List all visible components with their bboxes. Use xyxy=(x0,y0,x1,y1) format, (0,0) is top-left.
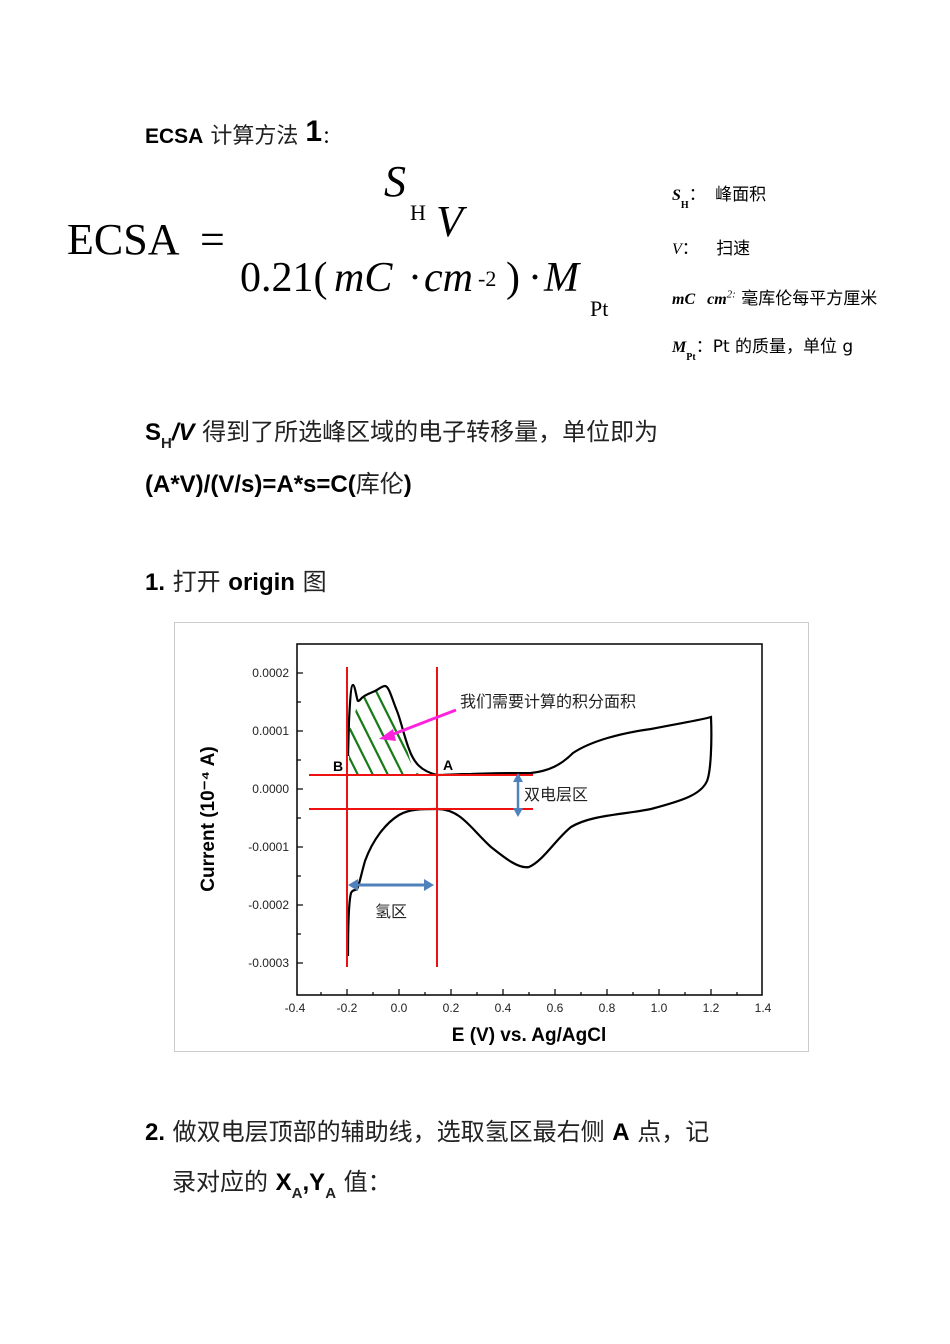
legend-description: 扫速 xyxy=(716,239,751,259)
step-bold-A: A xyxy=(612,1119,630,1146)
step-2: 2. 做双电层顶部的辅助线，选取氢区最右侧 A 点，记 xyxy=(145,1112,709,1147)
step-text: 图 xyxy=(294,568,327,596)
hydrogen-region-arrow xyxy=(348,879,434,891)
formula-numerator-S: S xyxy=(384,157,406,206)
svg-text:-0.0003: -0.0003 xyxy=(248,956,289,970)
legend-subscript: Pt xyxy=(686,352,696,363)
svg-text:1.2: 1.2 xyxy=(703,1001,720,1015)
step-2-continued: 录对应的 XA,YA 值： xyxy=(172,1162,392,1202)
formula-equals: = xyxy=(200,215,225,264)
svg-text:-0.0001: -0.0001 xyxy=(248,840,289,854)
svg-text:0.2: 0.2 xyxy=(443,1001,460,1015)
magenta-arrow xyxy=(379,708,457,741)
legend-subscript: H xyxy=(680,200,689,211)
step-text: 做双电层顶部的辅助线，选取氢区最右侧 xyxy=(165,1118,613,1146)
symbol-y: Y xyxy=(309,1169,326,1196)
formula-numerator-H: H xyxy=(410,200,426,225)
symbol-slash-v: /V xyxy=(171,419,195,446)
integration-area-label: 我们需要计算的积分面积 xyxy=(460,692,636,711)
y-axis-ticks xyxy=(297,672,303,964)
x-tick-labels: -0.4 -0.2 0.0 0.2 0.4 0.6 0.8 1.0 1.2 1.… xyxy=(285,1001,772,1015)
paragraph-text: 得到了所选峰区域的电子转移量，单位即为 xyxy=(194,418,659,446)
svg-text:-0.0002: -0.0002 xyxy=(248,898,289,912)
heading-number: 1 xyxy=(305,115,323,148)
svg-text:1.4: 1.4 xyxy=(755,1001,772,1015)
legend-symbol: M xyxy=(672,339,687,356)
x-axis-ticks xyxy=(320,989,738,995)
units-formula: (A*V)/(V/s)=A*s=C( xyxy=(145,471,356,498)
y-axis-label: Current (10⁻⁴ A) xyxy=(198,746,219,891)
legend-symbol: V xyxy=(672,241,682,258)
formula-numerator-V: V xyxy=(436,197,463,246)
paragraph-units: (A*V)/(V/s)=A*s=C(库伦) xyxy=(145,464,412,499)
units-coulomb: 库伦 xyxy=(355,470,404,498)
svg-text:0.0000: 0.0000 xyxy=(252,782,289,796)
symbol-comma: , xyxy=(302,1169,310,1196)
step-text: 值： xyxy=(336,1168,392,1196)
point-A-label: A xyxy=(443,757,453,773)
svg-text:0.4: 0.4 xyxy=(495,1001,512,1015)
cv-chart: 0.0002 0.0001 0.0000 -0.0001 -0.0002 -0.… xyxy=(198,643,772,1046)
formula-denominator-close: ) xyxy=(506,255,520,301)
heading-text: 计算方法 xyxy=(203,124,306,149)
point-B-label: B xyxy=(333,758,343,774)
heading-colon: ： xyxy=(322,127,341,148)
svg-text:0.6: 0.6 xyxy=(547,1001,564,1015)
cv-figure: 0.0002 0.0001 0.0000 -0.0001 -0.0002 -0.… xyxy=(174,622,809,1052)
step-bold: origin xyxy=(228,569,295,596)
double-layer-arrow xyxy=(513,773,523,817)
legend-item: SH： 峰面积 xyxy=(672,180,767,211)
step-text: 录对应的 xyxy=(172,1168,276,1196)
formula-denominator-M: M xyxy=(544,255,579,301)
svg-text:1.0: 1.0 xyxy=(651,1001,668,1015)
step-text: 打开 xyxy=(165,568,229,596)
formula-denominator-dot2: · xyxy=(528,255,542,301)
svg-text:0.0001: 0.0001 xyxy=(252,724,289,738)
heading-label: ECSA xyxy=(145,125,204,148)
legend-symbol: mC cm xyxy=(672,291,727,308)
svg-text:0.8: 0.8 xyxy=(599,1001,616,1015)
svg-text:-0.2: -0.2 xyxy=(337,1001,358,1015)
step-text: 点，记 xyxy=(629,1118,710,1146)
legend-description: 毫库伦每平方厘米 xyxy=(741,289,878,309)
legend-superscript: 2: xyxy=(726,288,736,301)
units-close: ) xyxy=(403,471,412,498)
step-number: 1. xyxy=(145,569,166,596)
formula-denominator-mC: mC xyxy=(334,255,393,301)
y-tick-labels: 0.0002 0.0001 0.0000 -0.0001 -0.0002 -0.… xyxy=(248,666,289,970)
reference-lines xyxy=(309,667,533,967)
formula-denominator-cm: cm xyxy=(424,255,473,301)
svg-text:-0.4: -0.4 xyxy=(285,1001,306,1015)
symbol-y-subscript: A xyxy=(325,1185,337,1202)
legend-separator: ： xyxy=(695,337,713,357)
formula-denominator-const: 0.21( xyxy=(240,255,328,301)
x-axis-label: E (V) vs. Ag/AgCl xyxy=(452,1025,606,1046)
step-number: 2. xyxy=(145,1119,166,1146)
double-layer-label: 双电层区 xyxy=(524,785,588,804)
symbol-x: X xyxy=(275,1169,292,1196)
svg-text:0.0002: 0.0002 xyxy=(252,666,289,680)
symbol-x-subscript: A xyxy=(291,1185,303,1202)
paragraph-sh-v: SH/V 得到了所选峰区域的电子转移量，单位即为 xyxy=(145,412,659,452)
legend-symbol: S xyxy=(672,187,681,204)
legend-item: MPt：Pt 的质量，单位 g xyxy=(672,332,854,363)
formula-lhs: ECSA xyxy=(67,215,180,264)
section-heading: ECSA 计算方法 1： xyxy=(145,112,340,158)
symbol-subscript: H xyxy=(161,435,172,452)
legend-item: mC cm2: 毫库伦每平方厘米 xyxy=(672,284,877,309)
legend-separator: ： xyxy=(688,185,706,205)
step-1: 1. 打开 origin 图 xyxy=(145,562,327,597)
svg-text:0.0: 0.0 xyxy=(391,1001,408,1015)
symbol-s: S xyxy=(145,419,162,446)
legend-item: V： 扫速 xyxy=(672,234,750,259)
formula-denominator-exp: -2 xyxy=(478,266,497,291)
formula-denominator-Pt: Pt xyxy=(590,296,609,321)
cv-curve xyxy=(346,683,713,957)
legend-description: 峰面积 xyxy=(715,185,767,205)
legend-description: Pt 的质量，单位 g xyxy=(712,337,854,357)
hydrogen-region-label: 氢区 xyxy=(375,902,407,921)
formula-denominator-dot1: · xyxy=(408,255,422,301)
legend-separator: ： xyxy=(681,239,699,259)
